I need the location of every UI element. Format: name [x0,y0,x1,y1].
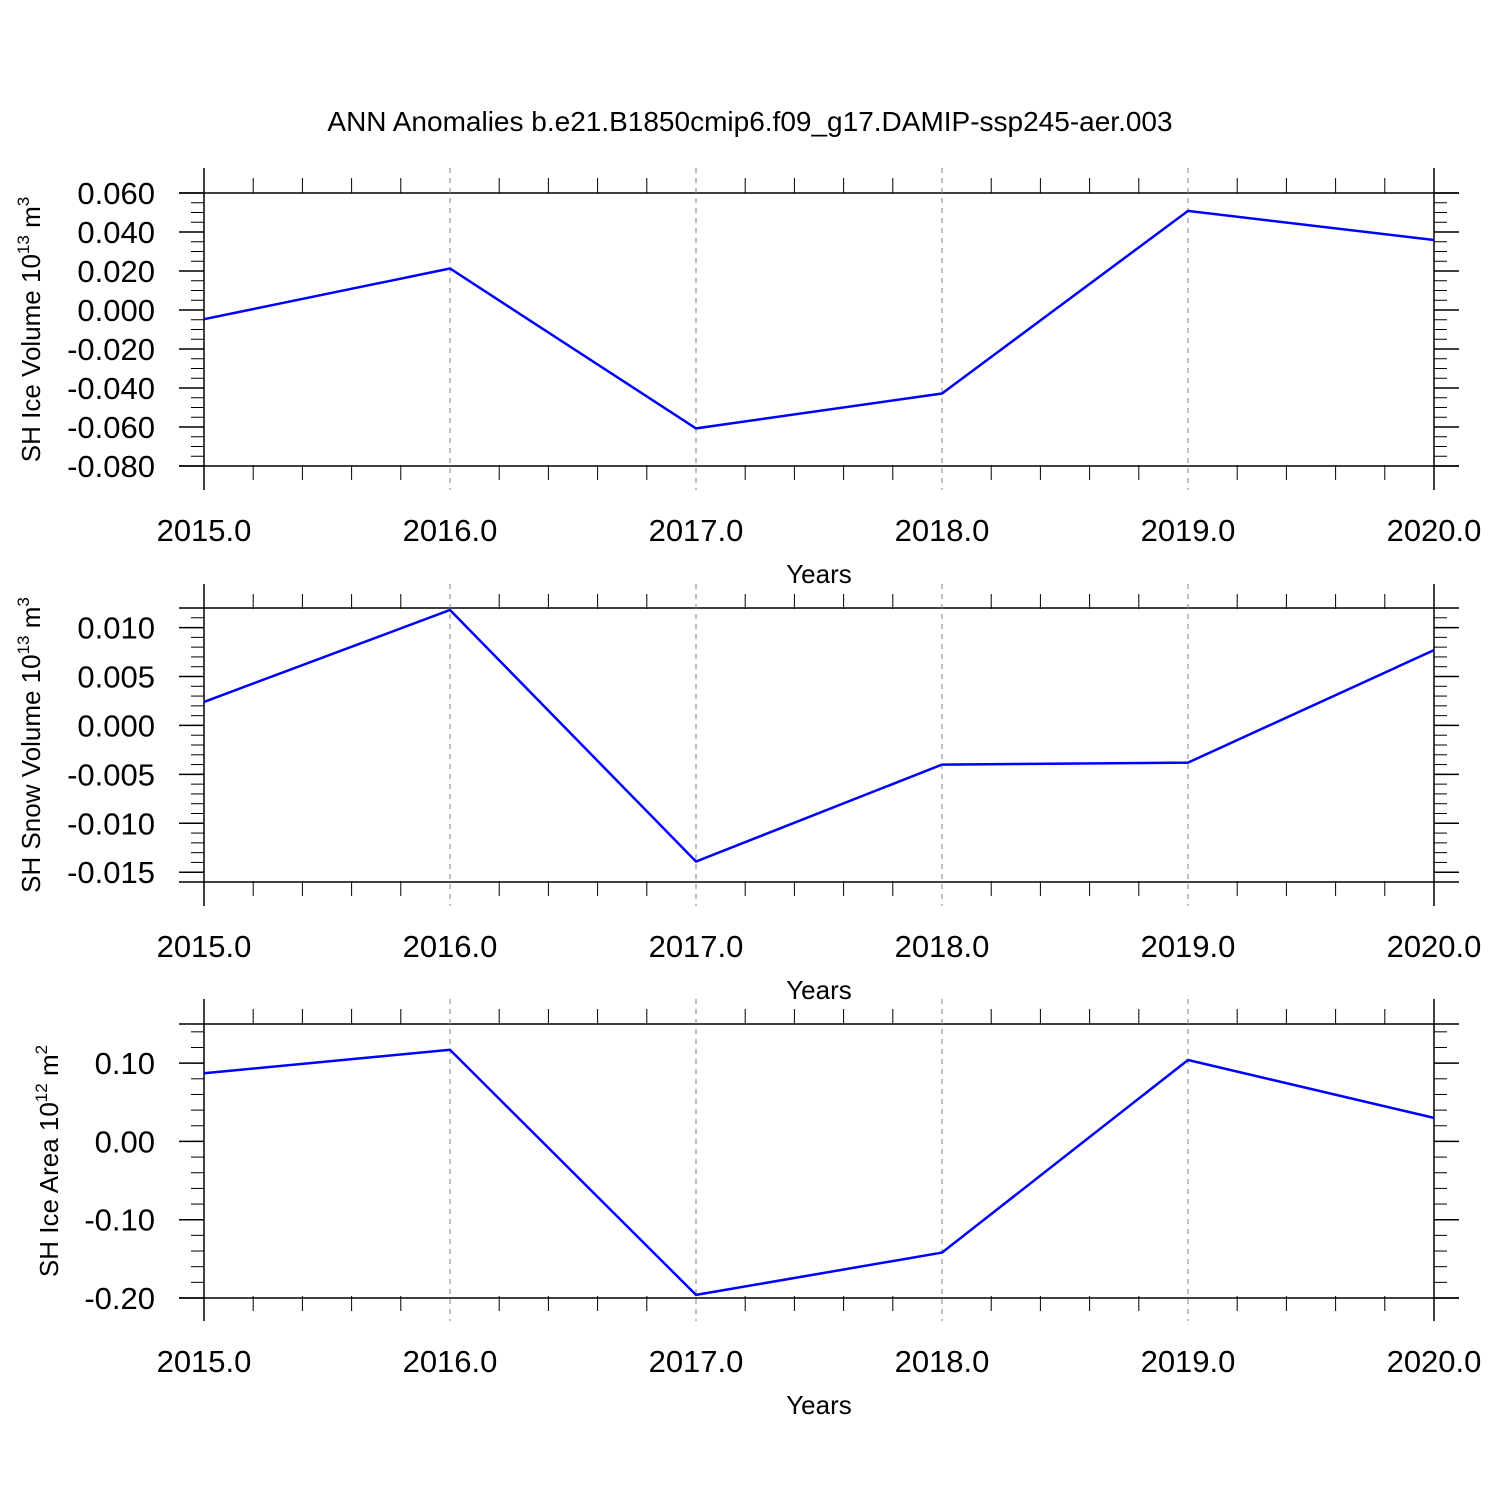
y-tick-label: -0.040 [67,371,155,406]
series-line [203,608,1435,863]
panel-3: 2015.0 2016.0 2017.0 2018.0 2019.0 2020.0 Year… [32,999,1481,1420]
y-tick-label: 0.060 [77,176,155,211]
x-tick-label: 2017.0 [649,513,744,548]
y-axis-label: SH Ice Volume 1013 m3 [14,197,46,462]
x-tick-label: 2019.0 [1141,513,1236,548]
x-tick-label: 2018.0 [895,513,990,548]
series-line [203,209,1435,430]
x-tick-label: 2018.0 [895,929,990,964]
y-tick-label: 0.010 [77,611,155,646]
y-tick-label: -0.20 [84,1281,155,1316]
y-tick-label: -0.015 [67,855,155,890]
y-tick-label: 0.10 [95,1046,155,1081]
y-tick-label: -0.10 [84,1203,155,1238]
x-tick-label: 2015.0 [157,929,252,964]
x-tick-label: 2019.0 [1141,929,1236,964]
x-tick-label: 2016.0 [403,929,498,964]
y-tick-label: -0.060 [67,410,155,445]
y-tick-label: -0.010 [67,806,155,841]
x-axis-label: Years [786,975,852,1005]
x-tick-label: 2020.0 [1387,513,1482,548]
x-tick-label: 2017.0 [649,929,744,964]
y-tick-label: -0.080 [67,449,155,484]
y-tick-label: 0.000 [77,708,155,743]
x-tick-label: 2015.0 [157,1344,252,1379]
x-tick-label: 2016.0 [403,513,498,548]
y-tick-label: 0.00 [95,1124,155,1159]
panel-2: 2015.0 2016.0 2017.0 2018.0 2019.0 2020.0 Year… [14,584,1481,1005]
y-axis-label: SH Snow Volume 1013 m3 [14,597,46,893]
y-axis-label: SH Ice Area 1012 m2 [32,1045,64,1277]
y-tick-label: -0.020 [67,332,155,367]
x-tick-label: 2019.0 [1141,1344,1236,1379]
figure-title: ANN Anomalies b.e21.B1850cmip6.f09_g17.D… [327,106,1172,137]
panel-1: 2015.0 2016.0 2017.0 2018.0 2019.0 2020.0 Year… [14,168,1481,589]
x-tick-label: 2018.0 [895,1344,990,1379]
y-tick-label: -0.005 [67,757,155,792]
panels: 2015.0 2016.0 2017.0 2018.0 2019.0 2020.0 Year… [14,168,1481,1420]
x-tick-label: 2020.0 [1387,929,1482,964]
x-axis-label: Years [786,559,852,589]
y-tick-label: 0.040 [77,215,155,250]
x-tick-label: 2020.0 [1387,1344,1482,1379]
series-line [203,1048,1435,1297]
y-tick-label: 0.005 [77,660,155,695]
x-tick-label: 2015.0 [157,513,252,548]
x-tick-label: 2016.0 [403,1344,498,1379]
x-axis-label: Years [786,1390,852,1420]
y-tick-label: 0.020 [77,254,155,289]
x-tick-label: 2017.0 [649,1344,744,1379]
y-tick-label: 0.000 [77,293,155,328]
